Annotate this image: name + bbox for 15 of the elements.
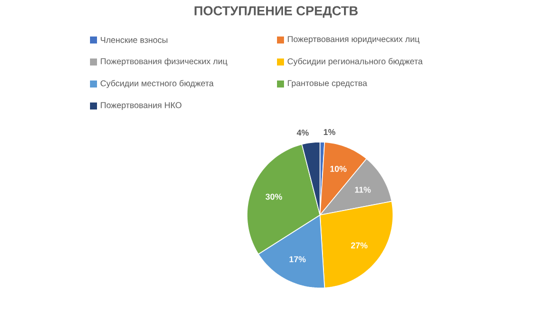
legend-label: Субсидии регионального бюджета [288,58,423,66]
data-label: 11% [355,186,371,193]
legend-label: Субсидии местного бюджета [100,80,214,88]
data-label: 10% [330,166,347,172]
legend-label: Грантовые средства [288,80,368,88]
data-label: 17% [290,256,306,262]
data-label: 27% [351,242,368,248]
data-label: 4% [296,130,309,136]
legend-label: Пожертвования юридических лиц [288,36,420,44]
legend-label: Пожертвования физических лиц [100,58,228,66]
chart-title: ПОСТУПЛЕНИЕ СРЕДСТВ [194,6,358,18]
data-label: 1% [324,129,336,136]
legend-label: Пожертвования НКО [100,102,182,110]
legend-label: Членские взносы [100,37,168,43]
data-label: 30% [266,194,282,200]
